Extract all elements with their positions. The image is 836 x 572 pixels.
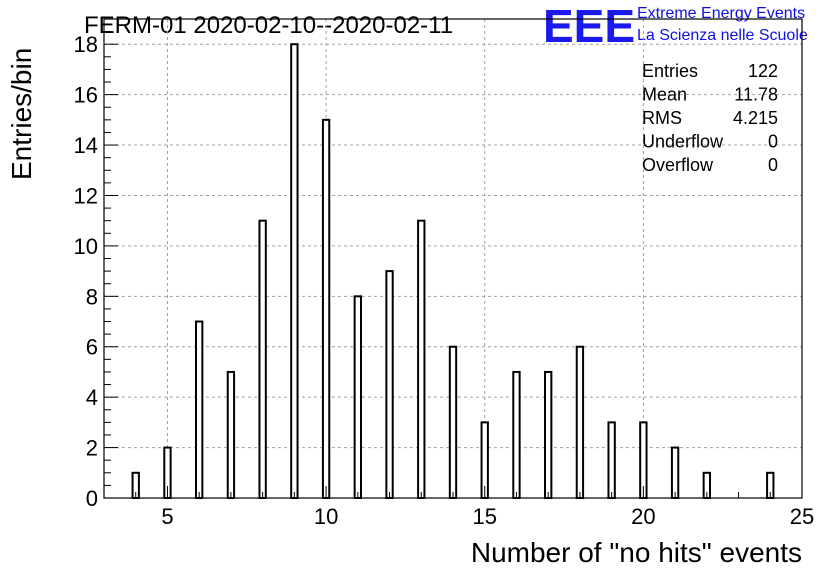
histogram-bar: [290, 43, 299, 499]
y-tick-label: 4: [86, 385, 98, 410]
x-tick-label: 25: [790, 504, 814, 529]
histogram-bar: [544, 370, 553, 499]
y-axis-label: Entries/bin: [6, 48, 37, 180]
eee-logo-line1: Extreme Energy Events: [637, 5, 805, 22]
stats-label: RMS: [642, 108, 682, 128]
y-tick-label: 14: [74, 133, 98, 158]
histogram-bar: [226, 370, 236, 499]
y-tick-label: 2: [86, 436, 98, 461]
y-tick-label: 16: [74, 83, 98, 108]
histogram-bar: [258, 219, 267, 499]
x-tick-label: 20: [631, 504, 655, 529]
stats-label: Entries: [642, 61, 698, 81]
chart-title: FERM-01 2020-02-10--2020-02-11: [84, 12, 453, 39]
x-axis-label: Number of "no hits" events: [471, 537, 802, 568]
y-tick-label: 10: [74, 234, 98, 259]
stats-box: Entries 122 Mean 11.78 RMS 4.215 Underflow 0 Ove…: [642, 61, 778, 175]
histogram-bars: [131, 43, 775, 499]
eee-logo-line2: La Scienza nelle Scuole: [637, 27, 808, 44]
y-tick-label: 6: [86, 335, 98, 360]
histogram-bar: [321, 118, 331, 499]
tick-labels: 5 10 15 20 25 0 2 4 6 8 10 12 14 16 18: [74, 32, 815, 529]
histogram-bar: [195, 320, 204, 499]
histogram-bar: [512, 370, 521, 499]
stats-value: 0: [768, 132, 778, 152]
histogram-bar: [575, 345, 585, 499]
histogram-bar: [670, 446, 680, 499]
stats-value: 122: [748, 61, 778, 81]
y-tick-label: 0: [86, 486, 98, 511]
x-tick-label: 5: [161, 504, 173, 529]
stats-label: Underflow: [642, 132, 724, 152]
stats-value: 11.78: [734, 85, 778, 105]
histogram-bar: [417, 219, 426, 499]
stats-label: Mean: [642, 85, 687, 105]
eee-logo-mark: EEE: [543, 0, 635, 52]
y-tick-label: 12: [74, 183, 98, 208]
x-tick-label: 15: [472, 504, 496, 529]
stats-label: Overflow: [642, 155, 714, 175]
y-tick-label: 18: [74, 32, 98, 57]
stats-value: 4.215: [733, 108, 778, 128]
histogram-bar: [448, 345, 458, 499]
x-tick-label: 10: [314, 504, 338, 529]
histogram-bar: [385, 270, 394, 499]
histogram-bar: [607, 421, 616, 499]
stats-value: 0: [768, 155, 778, 175]
eee-logo: EEE Extreme Energy Events La Scienza nel…: [543, 0, 808, 52]
histogram-bar: [353, 295, 362, 499]
axes: [103, 18, 803, 499]
y-tick-label: 8: [86, 284, 98, 309]
